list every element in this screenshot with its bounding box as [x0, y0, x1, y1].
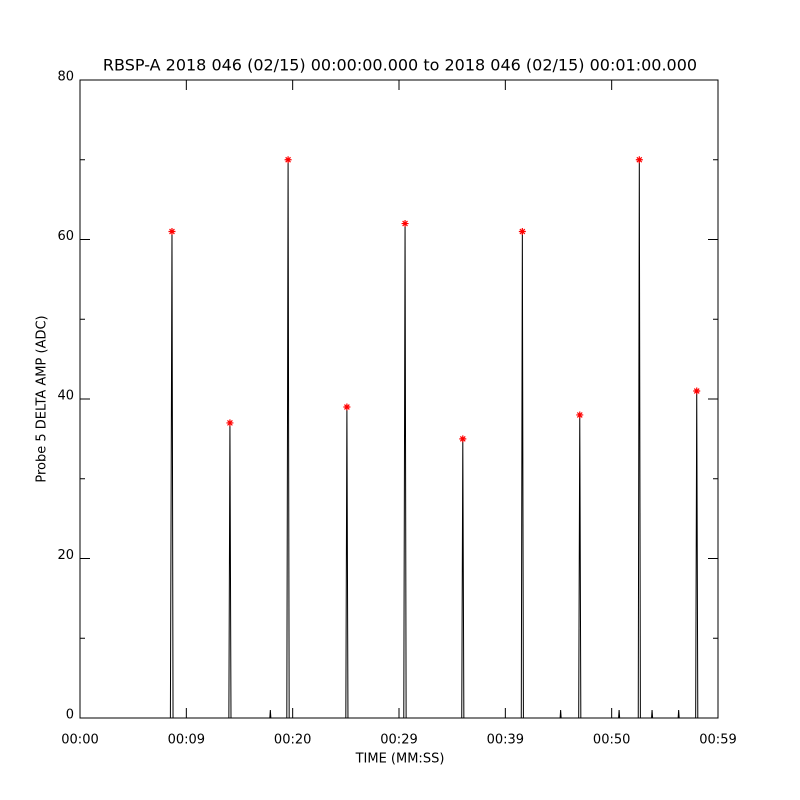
peak-marker: [459, 435, 467, 443]
peak-marker: [226, 419, 234, 427]
peak-marker: [576, 411, 584, 419]
x-tick-label: 00:50: [593, 733, 630, 748]
y-tick-label: 60: [57, 229, 74, 244]
peak-marker: [693, 387, 701, 395]
chart-title: RBSP-A 2018 046 (02/15) 00:00:00.000 to …: [103, 56, 697, 75]
peak-marker: [168, 228, 176, 236]
peak-marker: [401, 220, 409, 228]
x-tick-label: 00:20: [274, 733, 311, 748]
peak-marker: [635, 156, 643, 164]
data-line: [80, 159, 718, 719]
x-tick-label: 00:09: [168, 733, 205, 748]
x-tick-label: 00:29: [380, 733, 417, 748]
y-tick-label: 20: [57, 548, 74, 563]
peak-marker: [284, 156, 292, 164]
x-axis-label: TIME (MM:SS): [355, 752, 445, 767]
x-tick-label: 00:59: [699, 733, 736, 748]
peak-marker: [518, 228, 526, 236]
x-tick-label: 00:00: [61, 733, 98, 748]
plot-frame: [79, 79, 719, 719]
y-axis-label: Probe 5 DELTA AMP (ADC): [35, 315, 50, 482]
y-tick-label: 80: [57, 70, 74, 85]
y-tick-label: 0: [66, 708, 74, 723]
peak-marker: [343, 403, 351, 411]
x-tick-label: 00:39: [487, 733, 524, 748]
y-tick-label: 40: [57, 389, 74, 404]
